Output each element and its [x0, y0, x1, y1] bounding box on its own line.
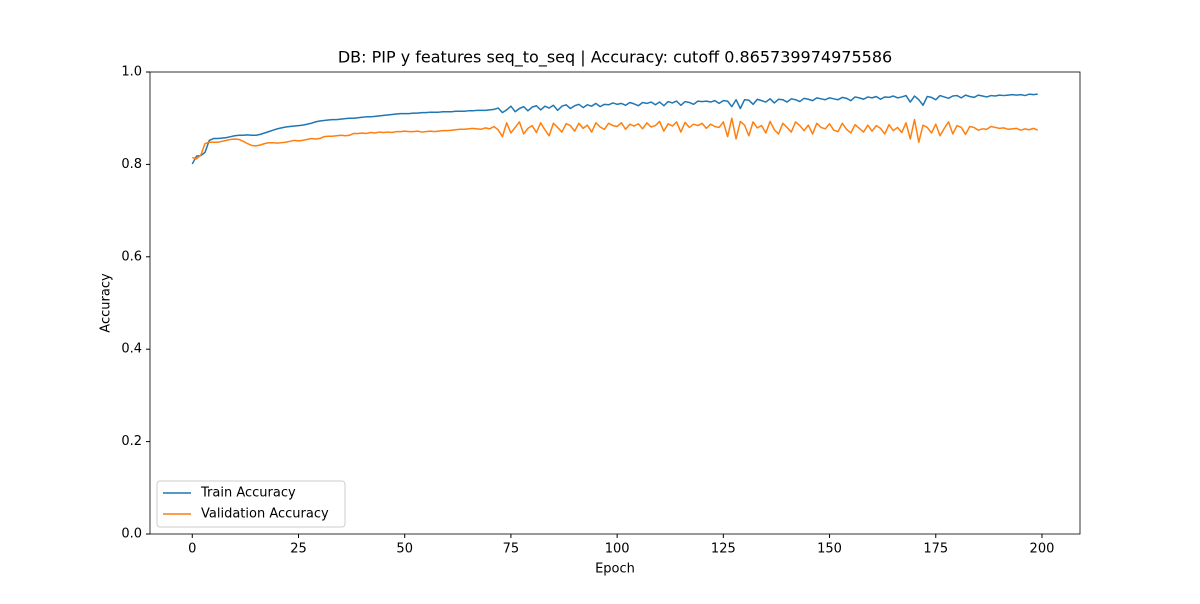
x-tick-label: 100	[605, 542, 630, 557]
y-tick-label: 0.2	[121, 434, 142, 449]
x-tick-label: 50	[396, 542, 413, 557]
legend-label: Validation Accuracy	[201, 507, 329, 522]
x-tick-label: 200	[1030, 542, 1055, 557]
x-tick-label: 25	[290, 542, 307, 557]
x-tick-label: 125	[711, 542, 736, 557]
series-line	[191, 93, 1038, 165]
y-tick-label: 1.0	[121, 65, 142, 80]
series-line	[192, 117, 1039, 160]
plot-frame	[149, 71, 1081, 535]
x-tick-label: 175	[923, 542, 948, 557]
x-tick-label: 150	[817, 542, 842, 557]
y-tick-label: 0.6	[121, 249, 142, 264]
y-axis-label: Accuracy	[99, 273, 114, 333]
x-tick-label: 75	[503, 542, 520, 557]
legend-label: Train Accuracy	[200, 486, 296, 501]
y-tick-label: 0.4	[121, 342, 142, 357]
x-axis-label: Epoch	[595, 562, 635, 577]
y-tick-label: 0.8	[121, 157, 142, 172]
x-tick-label: 0	[188, 542, 196, 557]
y-tick-label: 0.0	[121, 527, 142, 542]
legend-box	[156, 480, 346, 528]
chart-title: DB: PIP y features seq_to_seq | Accuracy…	[338, 48, 892, 68]
